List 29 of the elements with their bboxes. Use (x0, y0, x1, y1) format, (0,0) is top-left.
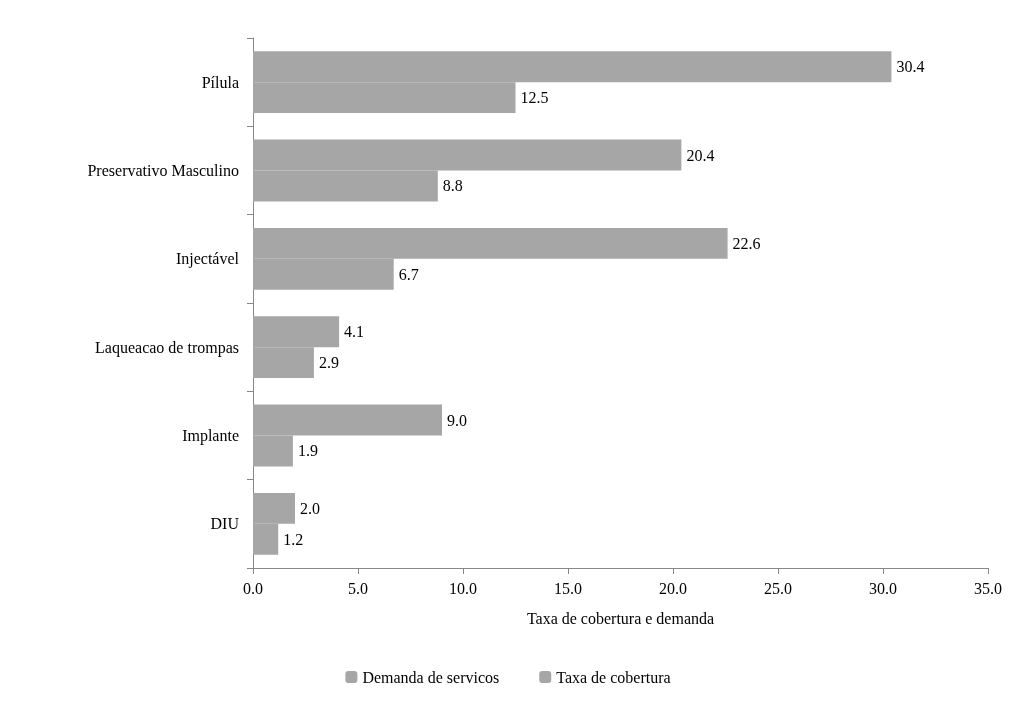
x-tick-label: 35.0 (974, 579, 1002, 597)
legend-label: Taxa de cobertura (556, 668, 671, 686)
data-label: 30.4 (896, 58, 925, 76)
x-tick-label: 25.0 (764, 579, 792, 597)
data-label: 8.8 (442, 177, 463, 195)
y-tick-label: Pílula (201, 73, 239, 91)
y-tick-label: Implante (182, 427, 239, 445)
data-label: 9.0 (447, 411, 467, 429)
data-label: 12.5 (520, 89, 549, 107)
y-tick-label: Laqueacao de trompas (95, 338, 239, 357)
x-tick-label: 5.0 (348, 579, 368, 597)
data-label: 20.4 (686, 146, 715, 164)
data-label: 22.6 (732, 234, 761, 252)
x-tick-label: 10.0 (449, 579, 477, 597)
x-tick-label: 30.0 (869, 579, 897, 597)
legend-label: Demanda de servicos (362, 668, 500, 686)
data-label: 2.0 (300, 499, 320, 517)
data-label: 1.2 (283, 530, 304, 548)
data-label: 4.1 (344, 323, 365, 341)
x-tick-label: 15.0 (554, 579, 582, 597)
data-label: 6.7 (398, 265, 419, 283)
y-tick-label: Preservativo Masculino (87, 162, 239, 179)
x-axis-title: Taxa de cobertura e demanda (526, 609, 715, 627)
y-tick-label: Injectável (175, 250, 240, 269)
x-tick-label: 20.0 (659, 579, 687, 597)
data-label: 1.9 (297, 442, 318, 460)
data-label: 2.9 (318, 354, 339, 372)
x-tick-label: 0.0 (243, 579, 263, 597)
y-tick-label: DIU (210, 515, 240, 533)
